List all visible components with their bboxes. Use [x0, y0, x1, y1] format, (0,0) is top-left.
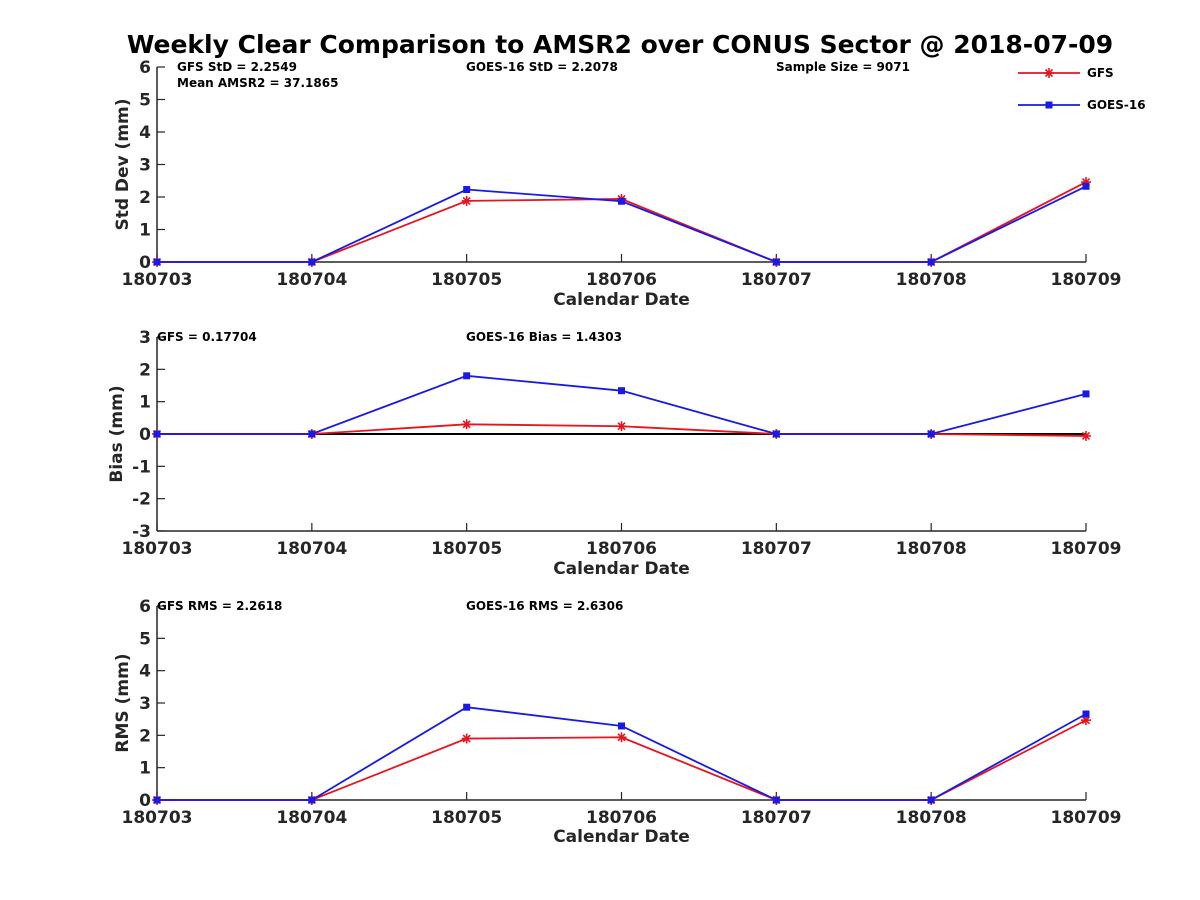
data-point-goes-16: [308, 258, 316, 266]
y-tick-label: 0: [139, 791, 151, 811]
y-tick-label: 1: [139, 221, 151, 241]
x-tick-label: 180704: [276, 270, 347, 290]
x-axis-label: Calendar Date: [553, 290, 690, 310]
x-tick-label: 180705: [431, 539, 502, 559]
legend-label: GFS: [1087, 66, 1114, 80]
y-tick-label: 2: [139, 188, 151, 208]
y-tick-label: 4: [139, 662, 151, 682]
data-point-goes-16: [618, 387, 625, 395]
legend-marker: [1044, 68, 1054, 78]
data-point-goes-16: [463, 186, 471, 194]
data-point-goes-16: [772, 258, 780, 266]
chart-title: Weekly Clear Comparison to AMSR2 over CO…: [126, 30, 1114, 59]
data-point-gfs: [1081, 430, 1091, 441]
data-point-goes-16: [927, 430, 935, 438]
x-tick-label: 180709: [1051, 539, 1122, 559]
stat-annotation: GFS = 0.17704: [157, 330, 257, 344]
stat-annotation: GOES-16 StD = 2.2078: [466, 60, 618, 74]
y-tick-label: 6: [139, 597, 151, 617]
x-tick-label: 180705: [431, 808, 502, 828]
data-point-goes-16: [308, 430, 316, 438]
y-tick-label: -3: [132, 522, 151, 542]
data-point-gfs: [461, 419, 472, 430]
data-point-goes-16: [772, 796, 780, 804]
x-tick-label: 180708: [896, 808, 967, 828]
x-tick-label: 180708: [896, 270, 967, 290]
stat-annotation: GOES-16 RMS = 2.6306: [466, 599, 623, 613]
data-point-goes-16: [463, 703, 471, 711]
data-point-goes-16: [772, 430, 780, 438]
y-tick-label: 0: [139, 253, 151, 273]
data-point-gfs: [461, 733, 472, 744]
x-tick-label: 180704: [276, 808, 347, 828]
data-point-goes-16: [1082, 182, 1090, 190]
legend-label: GOES-16: [1087, 98, 1146, 112]
y-axis-label: Std Dev (mm): [113, 98, 133, 230]
stat-annotation: Sample Size = 9071: [776, 60, 910, 74]
x-tick-label: 180706: [586, 539, 657, 559]
data-point-goes-16: [308, 796, 316, 804]
y-tick-label: 0: [139, 425, 151, 445]
data-point-goes-16: [153, 258, 161, 266]
x-tick-label: 180705: [431, 270, 502, 290]
y-tick-label: 1: [139, 393, 151, 413]
y-tick-label: -2: [132, 490, 151, 510]
y-axis-label: Bias (mm): [107, 385, 127, 482]
x-tick-label: 180707: [741, 270, 812, 290]
y-axis-label: RMS (mm): [113, 653, 133, 752]
y-tick-label: 3: [139, 328, 151, 348]
y-tick-label: 3: [139, 694, 151, 714]
stat-annotation: GOES-16 Bias = 1.4303: [466, 330, 622, 344]
y-tick-label: 2: [139, 360, 151, 380]
x-tick-label: 180706: [586, 808, 657, 828]
data-point-goes-16: [927, 796, 935, 804]
x-tick-label: 180704: [276, 539, 347, 559]
series-line-goes-16: [157, 706, 1087, 801]
x-tick-label: 180703: [122, 539, 193, 559]
data-point-gfs: [461, 195, 472, 206]
data-point-gfs: [616, 421, 627, 432]
data-point-goes-16: [927, 258, 935, 266]
x-tick-label: 180706: [586, 270, 657, 290]
y-tick-label: 2: [139, 726, 151, 746]
data-point-goes-16: [618, 197, 625, 205]
y-tick-label: 6: [139, 58, 151, 78]
x-tick-label: 180703: [122, 270, 193, 290]
data-point-gfs: [616, 732, 627, 743]
data-point-goes-16: [1082, 710, 1090, 718]
legend-marker: [1045, 101, 1053, 109]
x-tick-label: 180709: [1051, 808, 1122, 828]
y-tick-label: -1: [132, 457, 151, 477]
y-tick-label: 3: [139, 156, 151, 176]
y-tick-label: 5: [139, 91, 151, 111]
data-point-goes-16: [618, 722, 625, 730]
x-axis-label: Calendar Date: [553, 559, 690, 579]
data-point-goes-16: [153, 430, 161, 438]
stat-annotation: GFS StD = 2.2549: [177, 60, 297, 74]
x-tick-label: 180708: [896, 539, 967, 559]
data-point-goes-16: [463, 372, 471, 380]
y-tick-label: 5: [139, 629, 151, 649]
y-tick-label: 1: [139, 759, 151, 779]
x-tick-label: 180707: [741, 808, 812, 828]
stat-annotation: GFS RMS = 2.2618: [157, 599, 282, 613]
stat-annotation: Mean AMSR2 = 37.1865: [177, 76, 338, 90]
data-point-goes-16: [1082, 390, 1090, 398]
x-tick-label: 180709: [1051, 270, 1122, 290]
series-line-gfs: [157, 719, 1087, 801]
x-tick-label: 180707: [741, 539, 812, 559]
x-tick-label: 180703: [122, 808, 193, 828]
y-tick-label: 4: [139, 123, 151, 143]
x-axis-label: Calendar Date: [553, 827, 690, 847]
data-point-goes-16: [153, 796, 161, 804]
